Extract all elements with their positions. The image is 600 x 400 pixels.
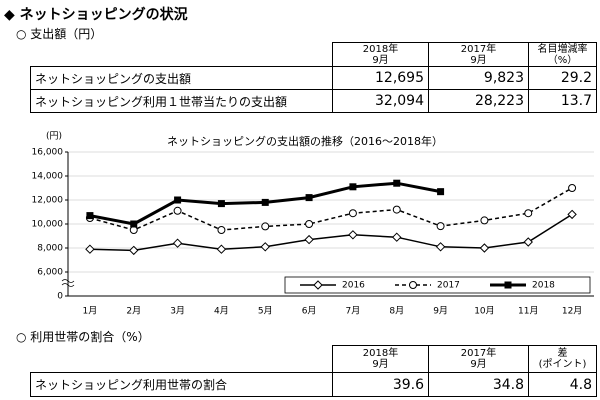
marker [129, 245, 139, 256]
marker [392, 232, 402, 242]
marker [260, 242, 270, 252]
marker [173, 206, 182, 215]
legend [284, 276, 591, 294]
marker [85, 244, 95, 254]
row-label: ネットショッピング利用世帯の割合 [30, 372, 333, 397]
marker [409, 281, 417, 289]
marker [86, 212, 94, 220]
col-header: 2018年 9月 [332, 42, 429, 67]
x-tick-label: 10月 [474, 306, 494, 317]
legend-label: 2017 [437, 281, 460, 291]
y-axis-label: (円) [46, 131, 62, 142]
y-tick-label: 14,000 [32, 172, 64, 182]
cell: 9,823 [428, 66, 529, 90]
marker [567, 209, 577, 220]
col-header: 2017年 9月 [428, 345, 529, 373]
marker [130, 220, 138, 228]
marker [129, 226, 138, 234]
y-tick-label: 8,000 [37, 244, 63, 254]
marker [348, 209, 357, 218]
marker [523, 237, 533, 247]
marker [349, 183, 357, 191]
legend-label: 2016 [342, 281, 365, 291]
x-tick-label: 7月 [346, 306, 361, 317]
marker [436, 222, 445, 231]
marker [480, 216, 489, 225]
x-tick-label: 12月 [562, 306, 582, 317]
marker [392, 205, 401, 214]
table: 2018年 9月 2017年 9月 差 (ポイント) ネットショッピング利用世帯… [30, 345, 597, 397]
marker [304, 234, 314, 245]
x-tick-label: 1月 [83, 306, 98, 317]
marker [524, 209, 533, 218]
marker [504, 281, 512, 289]
col-header: 2018年 9月 [332, 345, 429, 373]
marker [313, 280, 323, 290]
chart: ネットショッピングの支出額の推移（2016～2018年） (円) 0 6,000 8… [32, 131, 594, 317]
marker [568, 184, 577, 192]
marker [348, 230, 358, 240]
marker [393, 179, 401, 187]
marker [174, 196, 182, 204]
y-tick-label: 16,000 [32, 148, 64, 158]
marker [261, 198, 269, 206]
x-tick-label: 8月 [389, 306, 404, 317]
x-tick-label: 11月 [518, 306, 538, 317]
series-line [89, 213, 573, 252]
series-line [89, 187, 573, 231]
x-tick-label: 3月 [170, 306, 185, 317]
cell: 34.8 [428, 372, 529, 397]
table: 2018年 9月 2017年 9月 名目増減率 （%） ネットショッピングの支出… [30, 42, 597, 113]
marker [305, 220, 314, 228]
cell: 13.7 [528, 89, 597, 113]
title: ◆ ネットショッピングの状況 [4, 7, 188, 23]
marker [217, 226, 226, 234]
y-tick-label: 6,000 [37, 268, 63, 278]
y-tick-label: 0 [57, 292, 63, 302]
x-tick-label: 2月 [126, 306, 141, 317]
x-tick-label: 5月 [258, 306, 273, 317]
cell: 28,223 [428, 89, 529, 113]
marker [217, 200, 225, 208]
marker [305, 194, 313, 202]
y-tick-label: 12,000 [32, 196, 64, 206]
cell: 39.6 [332, 372, 429, 397]
row-label: ネットショッピング利用１世帯当たりの支出額 [30, 89, 333, 113]
marker [261, 222, 270, 231]
cell: 4.8 [528, 372, 597, 397]
cell: 32,094 [332, 89, 429, 113]
marker [479, 243, 490, 253]
x-tick-label: 4月 [214, 306, 229, 317]
legend-label: 2018 [532, 281, 555, 291]
heading: ○ 利用世帯の割合（%） [16, 330, 150, 344]
marker [437, 188, 445, 196]
x-tick-label: 6月 [302, 306, 317, 317]
marker [172, 238, 183, 248]
heading: ○ 支出額（円） [16, 27, 103, 41]
col-header: 差 (ポイント) [528, 345, 597, 373]
x-tick-label: 9月 [433, 306, 448, 317]
marker [435, 242, 446, 252]
marker [216, 244, 227, 254]
y-tick-label: 10,000 [32, 220, 64, 230]
col-header: 名目増減率 （%） [528, 42, 597, 67]
chart-title: ネットショッピングの支出額の推移（2016～2018年） [167, 134, 443, 148]
